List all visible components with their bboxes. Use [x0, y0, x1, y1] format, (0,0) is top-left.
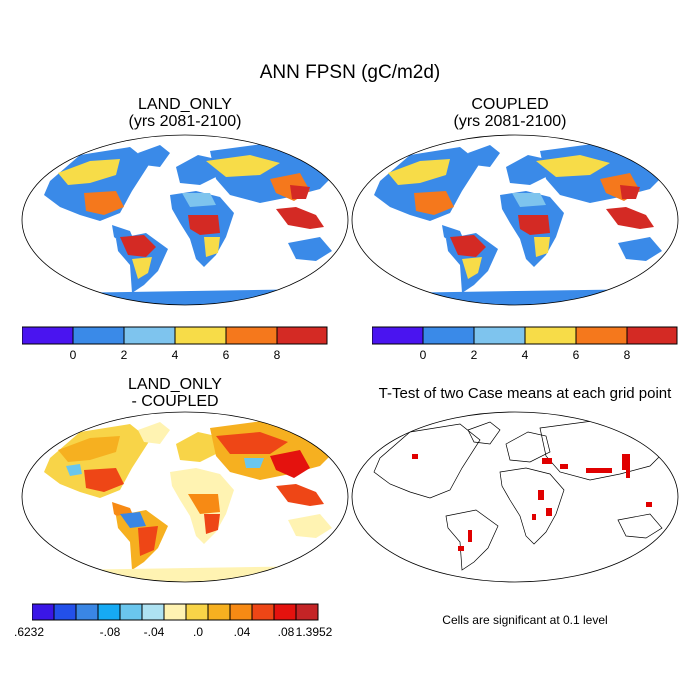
cbar-coupled-swatch: [575, 326, 628, 345]
cbar-land-only-tick: 4: [171, 348, 179, 362]
cbar-diff-tick: .6232: [13, 625, 45, 639]
coupled-title-line2: (yrs 2081-2100): [453, 113, 567, 130]
cbar-diff-swatch: [185, 603, 209, 621]
land-only-title: LAND_ONLY (yrs 2081-2100): [85, 96, 285, 130]
cbar-diff-swatch: [141, 603, 165, 621]
cbar-diff-swatch: [295, 603, 319, 621]
significant-cell: [468, 530, 472, 542]
cbar-diff-tick: .04: [233, 625, 251, 639]
difference-title-line1: LAND_ONLY: [128, 376, 222, 393]
cbar-diff-swatch: [75, 603, 99, 621]
cbar-land-only-swatch: [276, 326, 328, 345]
colorbar-coupled: [372, 326, 678, 345]
significant-cell: [560, 464, 568, 469]
cbar-diff-tick: 1.3952: [295, 625, 333, 639]
coupled-title: COUPLED (yrs 2081-2100): [410, 96, 610, 130]
cbar-land-only-swatch: [72, 326, 125, 345]
cbar-coupled-swatch: [524, 326, 577, 345]
land-only-title-line2: (yrs 2081-2100): [128, 113, 242, 130]
cbar-coupled-swatch: [372, 326, 424, 345]
land-only-title-line1: LAND_ONLY: [138, 96, 232, 113]
cbar-diff-swatch: [273, 603, 297, 621]
cbar-diff-swatch: [229, 603, 253, 621]
significance-note: Cells are significant at 0.1 level: [442, 613, 608, 627]
cbar-land-only-swatch: [123, 326, 176, 345]
cbar-land-only-tick: 6: [222, 348, 230, 362]
significant-cell: [532, 514, 536, 520]
significant-cell: [622, 454, 630, 470]
coupled-map: [351, 134, 679, 306]
cbar-land-only-swatch: [225, 326, 278, 345]
significant-cell: [458, 546, 464, 551]
cbar-diff-swatch: [32, 603, 55, 621]
cbar-land-only-swatch: [174, 326, 227, 345]
cbar-diff-swatch: [97, 603, 121, 621]
cbar-diff-swatch: [251, 603, 275, 621]
cbar-diff-swatch: [119, 603, 143, 621]
significant-cell: [646, 502, 652, 507]
cbar-diff-swatch: [163, 603, 187, 621]
cbar-land-only-tick: 0: [69, 348, 77, 362]
coupled-title-line1: COUPLED: [471, 96, 549, 113]
significant-cell: [542, 458, 552, 464]
significant-cell: [546, 508, 552, 516]
cbar-coupled-tick: 8: [623, 348, 631, 362]
significant-cell: [538, 490, 544, 500]
cbar-land-only-swatch: [22, 326, 74, 345]
difference-title: LAND_ONLY - COUPLED: [75, 376, 275, 410]
significant-cell: [586, 468, 612, 473]
cbar-diff-tick: -.08: [99, 625, 121, 639]
land-only-map: [21, 134, 349, 306]
cbar-diff-swatch: [53, 603, 77, 621]
cbar-coupled-tick: 2: [470, 348, 478, 362]
significant-cell: [626, 470, 630, 478]
colorbar-land-only: [22, 326, 328, 345]
ttest-map: [351, 411, 679, 583]
cbar-coupled-swatch: [422, 326, 475, 345]
cbar-diff-tick: .0: [192, 625, 203, 639]
cbar-land-only-tick: 8: [273, 348, 281, 362]
difference-title-line2: - COUPLED: [131, 393, 219, 410]
cbar-land-only-tick: 2: [120, 348, 128, 362]
cbar-diff-swatch: [207, 603, 231, 621]
cbar-coupled-tick: 0: [419, 348, 427, 362]
cbar-coupled-swatch: [473, 326, 526, 345]
cbar-coupled-tick: 4: [521, 348, 529, 362]
significant-cell: [412, 454, 418, 459]
cbar-diff-tick: -.04: [143, 625, 165, 639]
ttest-title: T-Test of two Case means at each grid po…: [378, 385, 672, 402]
colorbar-difference: [32, 603, 319, 621]
figure-title: ANN FPSN (gC/m2d): [259, 62, 441, 83]
cbar-coupled-tick: 6: [572, 348, 580, 362]
cbar-coupled-swatch: [626, 326, 678, 345]
cbar-diff-tick: .08: [277, 625, 295, 639]
difference-map: [21, 411, 349, 583]
